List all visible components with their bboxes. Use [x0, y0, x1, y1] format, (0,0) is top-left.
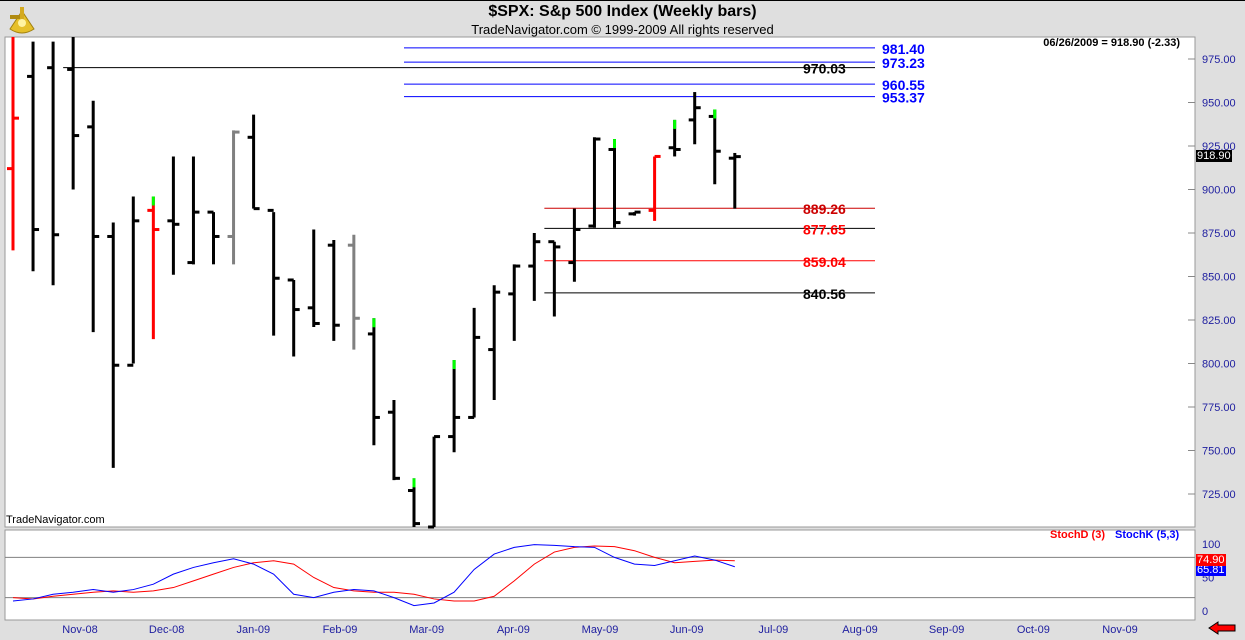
chart-subtitle: TradeNavigator.com © 1999-2009 All right…	[471, 22, 774, 37]
y-tick-label: 950.00	[1202, 98, 1236, 110]
watermark: TradeNavigator.com	[6, 514, 105, 526]
indicator-tick-label: 0	[1202, 606, 1208, 618]
x-tick-label: Feb-09	[323, 624, 358, 636]
legend-stochk: StochK (5,3)	[1115, 529, 1180, 541]
level-label: 953.37	[882, 90, 925, 106]
stoch-line	[12, 545, 735, 602]
y-tick-label: 850.00	[1202, 272, 1236, 284]
y-tick-label: 875.00	[1202, 228, 1236, 240]
y-tick-label: 825.00	[1202, 315, 1236, 327]
indicator-plot-area	[4, 529, 1196, 621]
chart-title: $SPX: S&p 500 Index (Weekly bars)	[488, 3, 757, 20]
y-tick-label: 750.00	[1202, 446, 1236, 458]
y-tick-label: 900.00	[1202, 185, 1236, 197]
x-tick-label: Jun-09	[670, 624, 704, 636]
last-price-marker: 918.90	[1196, 150, 1232, 162]
scroll-left-arrow-icon[interactable]	[1208, 621, 1236, 635]
level-label: 960.55	[882, 77, 925, 93]
level-label: 859.04	[803, 254, 846, 270]
level-label: 877.65	[803, 221, 846, 237]
x-tick-label: May-09	[582, 624, 619, 636]
level-label: 889.26	[803, 201, 846, 217]
level-label: 981.40	[882, 41, 925, 57]
sextant-logo-icon	[9, 7, 35, 34]
y-tick-label: 800.00	[1202, 359, 1236, 371]
x-tick-label: Apr-09	[497, 624, 530, 636]
indicator-tick-label: 100	[1202, 539, 1220, 551]
x-tick-label: Nov-09	[1102, 624, 1137, 636]
stochd-last-marker: 74.90	[1196, 554, 1226, 566]
x-tick-label: Sep-09	[929, 624, 964, 636]
level-label: 840.56	[803, 286, 846, 302]
y-tick-label: 975.00	[1202, 54, 1236, 66]
price-plot-area	[4, 36, 1196, 528]
x-tick-label: Aug-09	[842, 624, 877, 636]
x-tick-label: Jul-09	[758, 624, 788, 636]
x-tick-label: Oct-09	[1017, 624, 1050, 636]
stochk-last-marker: 65.81	[1196, 564, 1226, 576]
level-label: 973.23	[882, 55, 925, 71]
stoch-line	[12, 544, 735, 607]
x-tick-label: Dec-08	[149, 624, 184, 636]
x-tick-label: Nov-08	[62, 624, 97, 636]
x-tick-label: Jan-09	[237, 624, 271, 636]
price-readout: 06/26/2009 = 918.90 (-2.33)	[1043, 37, 1180, 49]
legend-stochd: StochD (3)	[1050, 529, 1105, 541]
y-tick-label: 775.00	[1202, 402, 1236, 414]
x-tick-label: Mar-09	[409, 624, 444, 636]
level-label: 970.03	[803, 61, 846, 77]
top-border	[0, 0, 1245, 1]
y-tick-label: 725.00	[1202, 489, 1236, 501]
